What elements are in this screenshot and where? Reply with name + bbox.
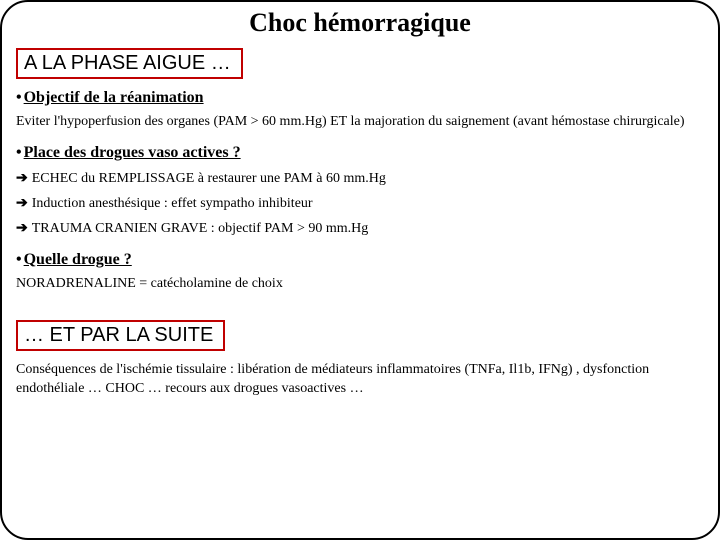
arrow-item-1: ➔ ECHEC du REMPLISSAGE à restaurer une PA… bbox=[16, 168, 704, 189]
arrow-icon: ➔ bbox=[16, 171, 28, 186]
arrow-icon: ➔ bbox=[16, 196, 28, 211]
slide-title: Choc hémorragique bbox=[16, 8, 704, 38]
heading-objectif: Objectif de la réanimation bbox=[16, 89, 704, 107]
heading-vasoactives: Place des drogues vaso actives ? bbox=[16, 144, 704, 162]
arrow-text-3: TRAUMA CRANIEN GRAVE : objectif PAM > 90… bbox=[32, 221, 369, 236]
arrow-item-3: ➔ TRAUMA CRANIEN GRAVE : objectif PAM > 9… bbox=[16, 218, 704, 239]
slide-frame: Choc hémorragique A LA PHASE AIGUE … Obj… bbox=[0, 0, 720, 540]
text-objectif: Eviter l'hypoperfusion des organes (PAM … bbox=[16, 113, 704, 132]
phase-box-suite: … ET PAR LA SUITE bbox=[16, 320, 225, 351]
arrow-text-2: Induction anesthésique : effet sympatho … bbox=[32, 196, 313, 211]
arrow-text-1: ECHEC du REMPLISSAGE à restaurer une PAM… bbox=[32, 171, 386, 186]
heading-drogue: Quelle drogue ? bbox=[16, 251, 704, 269]
arrow-icon: ➔ bbox=[16, 221, 28, 236]
arrow-item-2: ➔ Induction anesthésique : effet sympatho… bbox=[16, 193, 704, 214]
text-drogue: NORADRENALINE = catécholamine de choix bbox=[16, 275, 704, 294]
phase-box-acute: A LA PHASE AIGUE … bbox=[16, 48, 243, 79]
text-suite: Conséquences de l'ischémie tissulaire : … bbox=[16, 361, 704, 399]
